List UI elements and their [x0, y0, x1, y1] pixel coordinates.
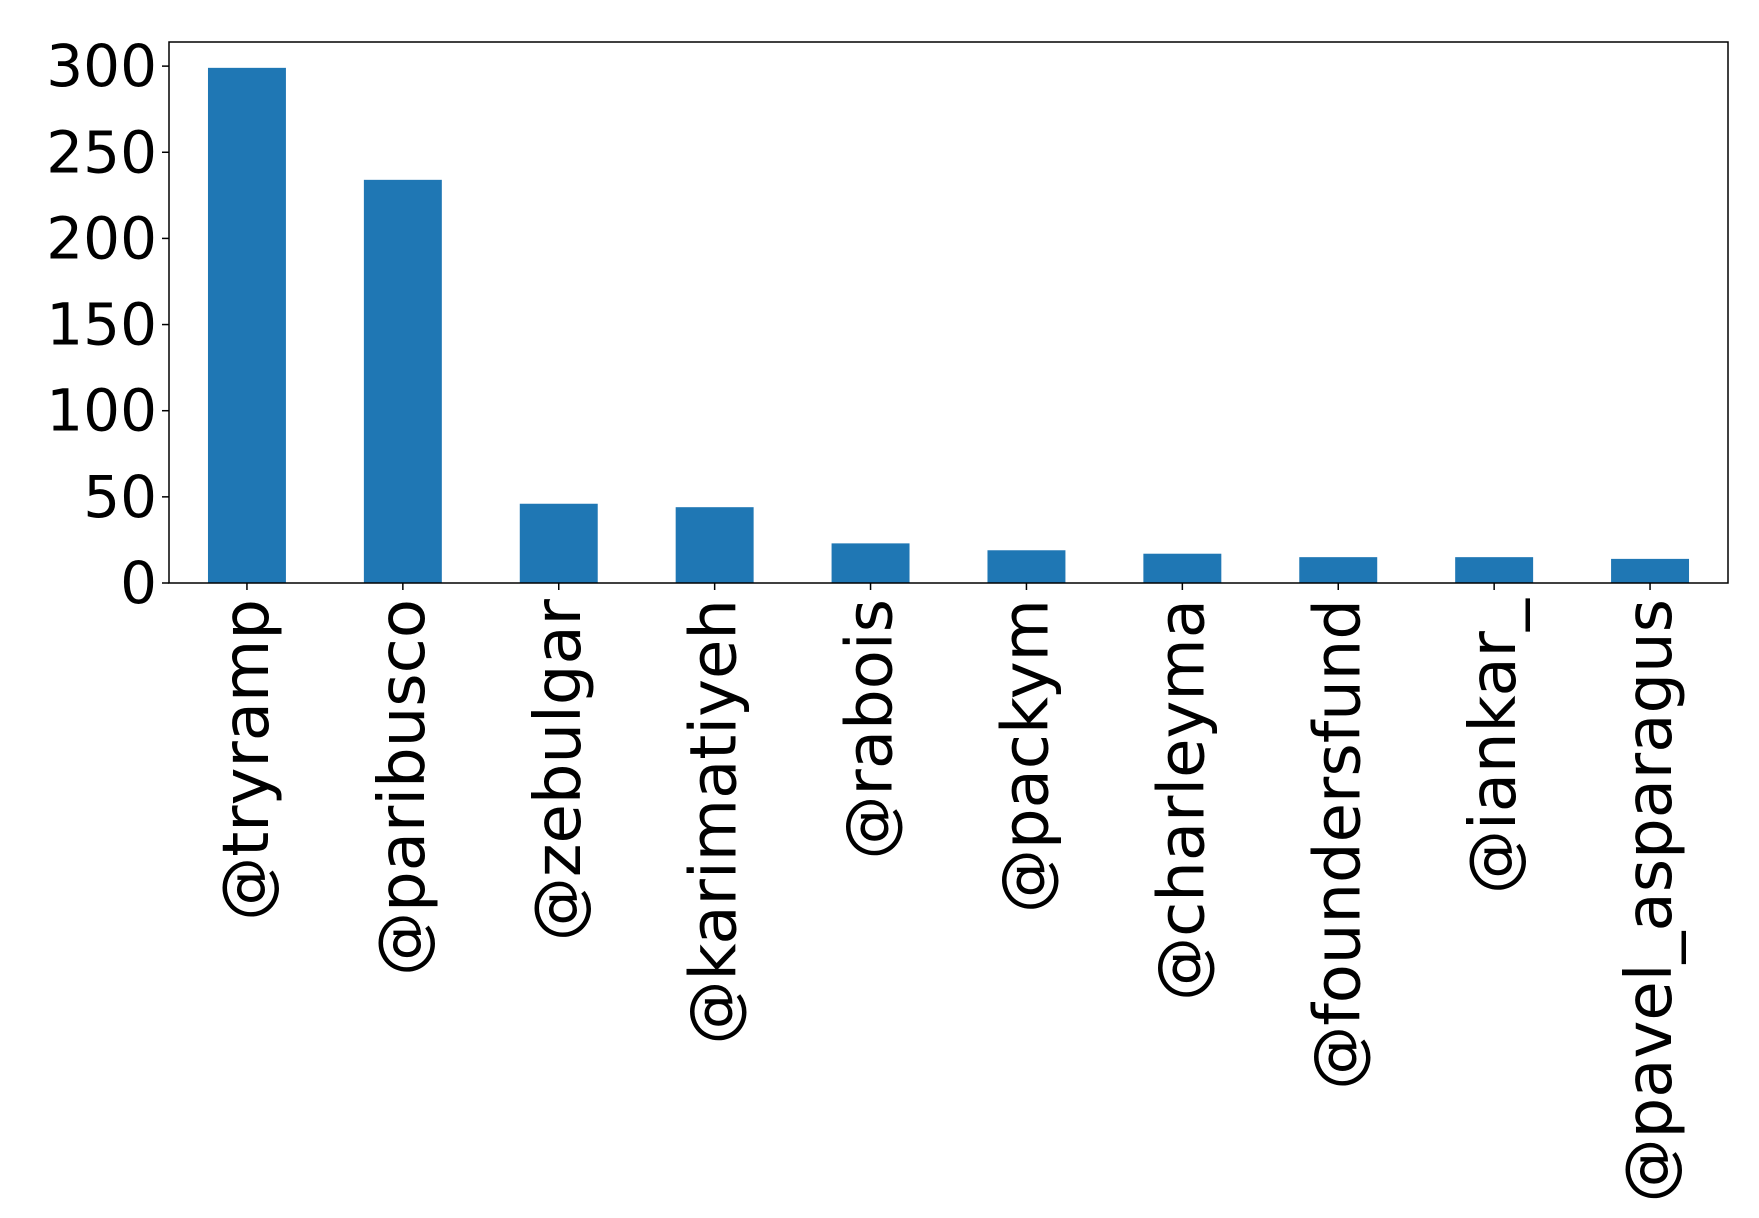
bar: [1611, 558, 1690, 583]
y-tick-label: 50: [83, 463, 157, 531]
y-axis: 0 50 100 150 200 250 300: [46, 32, 169, 617]
x-tick-label: @paribusco: [366, 599, 440, 976]
x-tick-label: @packym: [989, 599, 1063, 913]
x-tick-label: @foundersfund: [1301, 599, 1375, 1090]
y-tick-label: 100: [46, 377, 157, 445]
y-tick-label: 250: [46, 118, 157, 186]
bar: [1299, 557, 1378, 583]
bar: [1455, 557, 1534, 583]
y-tick-label: 150: [46, 291, 157, 359]
x-tick-label: @charleyma: [1145, 599, 1219, 1001]
x-tick-label: @iankar_: [1457, 598, 1531, 894]
x-tick-label: @tryramp: [210, 599, 284, 921]
bar: [1143, 553, 1222, 583]
x-tick-label: @pavel_asparagus: [1613, 599, 1687, 1202]
x-tick-label: @zebulgar: [522, 598, 596, 941]
x-axis: @tryramp @paribusco @zebulgar @karimatiyeh @…: [210, 583, 1687, 1202]
bar: [987, 550, 1066, 583]
y-tick-label: 200: [46, 204, 157, 272]
y-tick-label: 0: [120, 549, 157, 617]
y-tick-label: 300: [46, 32, 157, 100]
x-tick-label: @rabois: [834, 599, 908, 859]
bar: [363, 179, 442, 583]
bars-group: [207, 67, 1690, 584]
bar: [207, 67, 286, 584]
bar: [831, 543, 910, 583]
x-tick-label: @karimatiyeh: [678, 599, 752, 1045]
plot-frame: [168, 41, 1729, 584]
bar: [675, 507, 754, 583]
bar: [519, 503, 598, 583]
